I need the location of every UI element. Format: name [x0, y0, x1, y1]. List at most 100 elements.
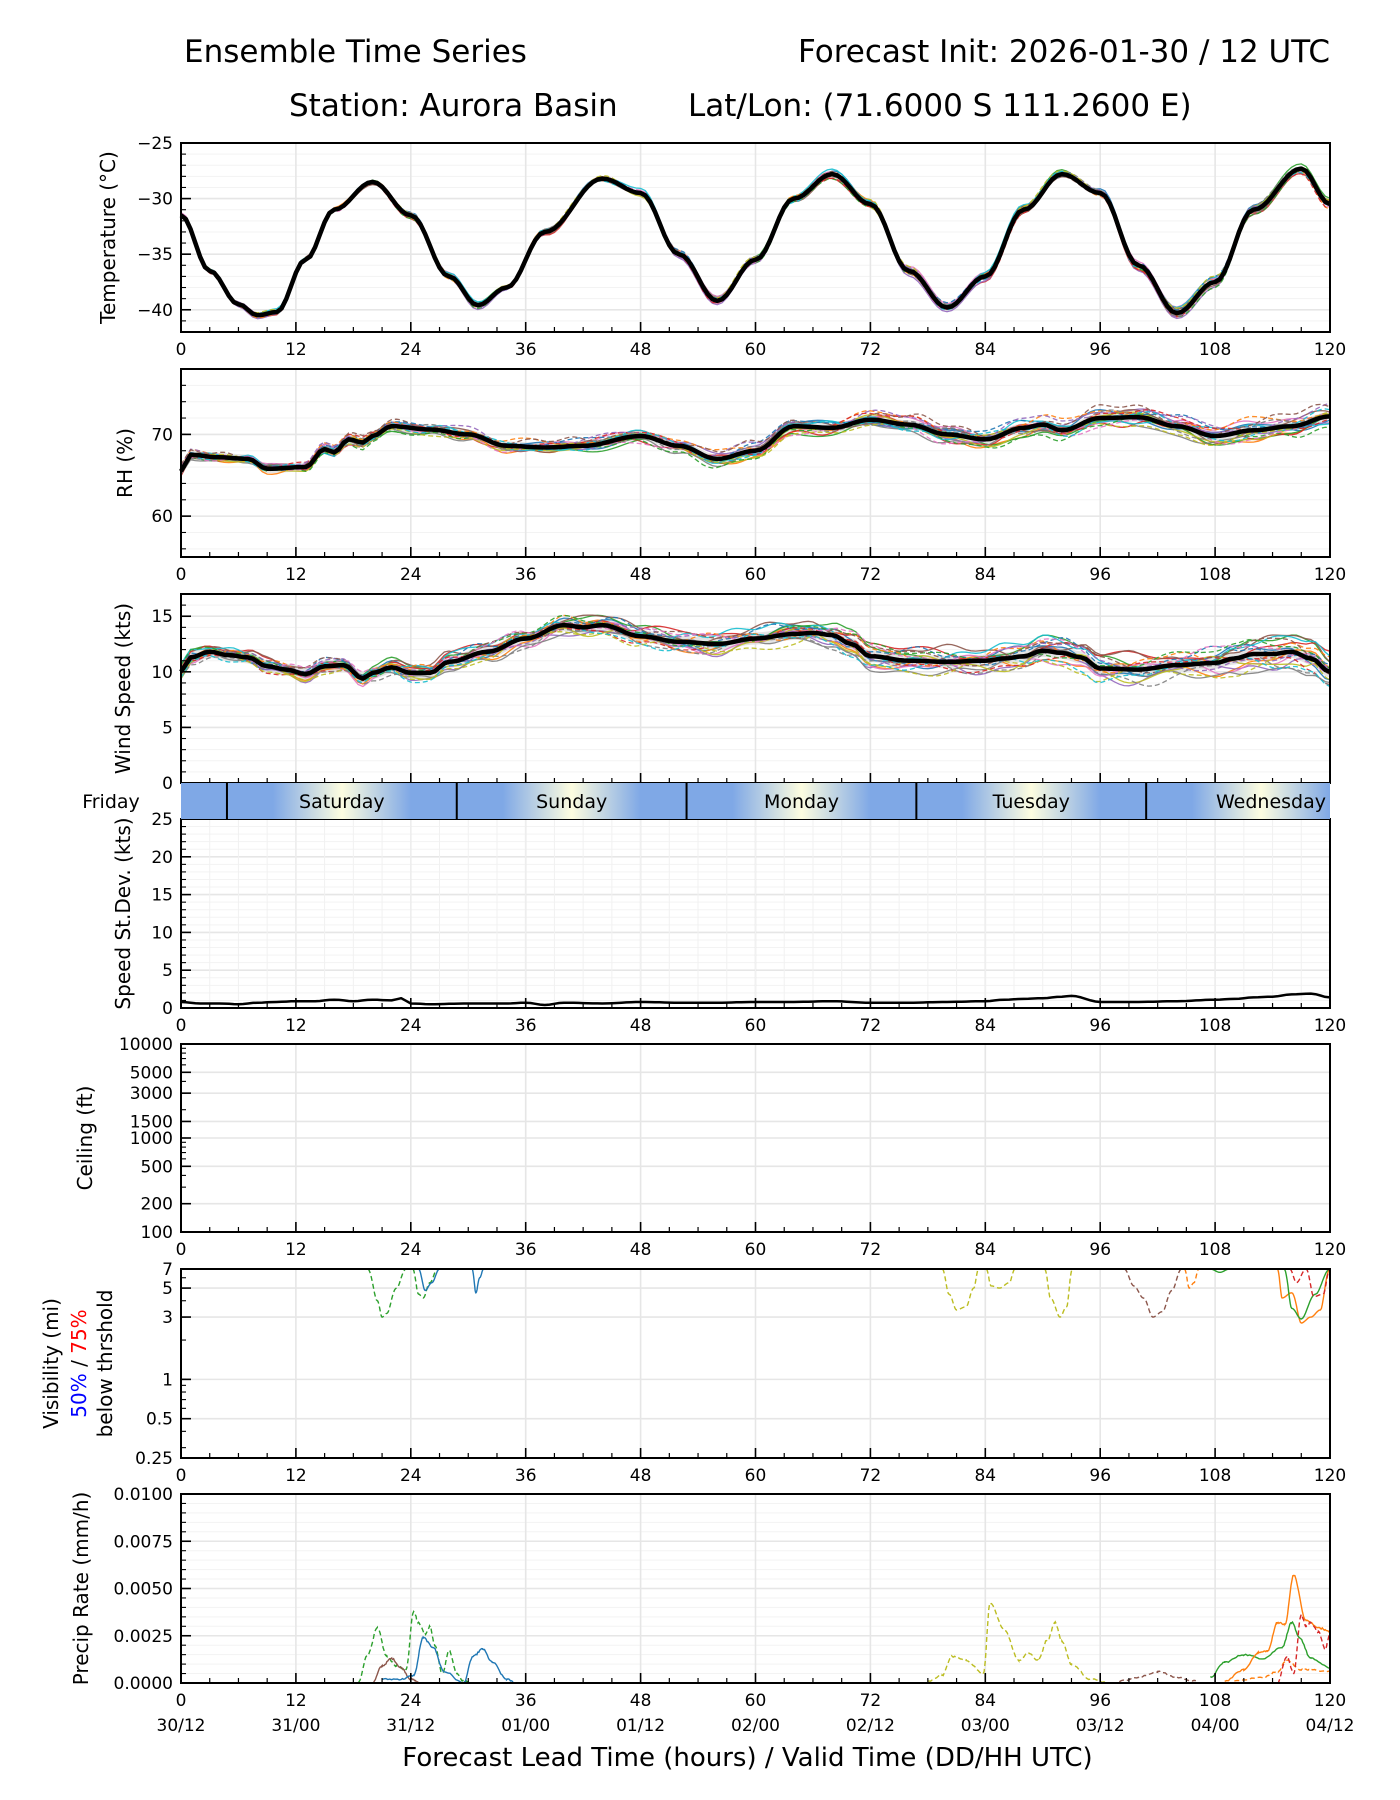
- ensemble-mean-line: [179, 166, 1331, 318]
- y-tick-label: 0.5: [146, 1410, 173, 1430]
- member-green-line: [1210, 1620, 1331, 1678]
- panel-speed_stdev: 0 5 10 15 20 25 0 12 24 36 48 60 72 84 96 108 120 Speed S…: [111, 810, 1346, 1036]
- member-brown-line: [372, 1656, 421, 1684]
- ensemble-member-line: [180, 409, 1331, 472]
- x-tick-label: 84: [974, 565, 996, 585]
- x-tick-label: 120: [1314, 565, 1346, 585]
- x-tick-label: 72: [860, 1240, 882, 1260]
- member-brown-dashed-line: [1123, 1268, 1182, 1318]
- member-olive-dashed-3-line: [1044, 1268, 1073, 1318]
- day-segment-sunday: [456, 783, 687, 819]
- x-tick-label: 84: [974, 1016, 996, 1036]
- x-axis-label: Forecast Lead Time (hours) / Valid Time …: [402, 1743, 1092, 1773]
- member-blue-line: [381, 1635, 517, 1684]
- x-tick-label: 120: [1314, 1466, 1346, 1486]
- ensemble-member-line: [180, 621, 1331, 677]
- ensemble-member-line: [180, 623, 1331, 688]
- ensemble-member-line: [180, 166, 1331, 314]
- x-tick-label: 12: [285, 565, 307, 585]
- y-tick-label: 0: [162, 774, 173, 794]
- day-segment-saturday: [226, 783, 457, 819]
- x-tick-label: 72: [860, 565, 882, 585]
- y-axis-label: Ceiling (ft): [73, 1086, 97, 1191]
- x-tick-valid-label: 01/12: [616, 1716, 665, 1736]
- y-axis-label: Wind Speed (kts): [111, 603, 135, 774]
- title-right: Forecast Init: 2026-01-30 / 12 UTC: [798, 34, 1330, 70]
- y-tick-label: −30: [137, 190, 173, 210]
- y-tick-label: 15: [151, 607, 173, 627]
- x-tick-label: 120: [1314, 340, 1346, 360]
- label-75pct: 75%: [67, 1309, 91, 1353]
- x-tick-valid-label: 31/00: [271, 1716, 320, 1736]
- x-tick-label: 0: [176, 565, 187, 585]
- panel-wind_speed: 0 5 10 15 Wind Speed (kts): [111, 593, 1331, 794]
- x-tick-label: 84: [974, 1691, 996, 1711]
- x-tick-label: 60: [745, 340, 767, 360]
- y-tick-label: 20: [151, 848, 173, 868]
- y-axis-label: RH (%): [113, 428, 137, 498]
- x-tick-label: 60: [745, 1466, 767, 1486]
- y-tick-label: 5000: [130, 1063, 173, 1083]
- x-tick-valid-label: 02/12: [846, 1716, 895, 1736]
- member-green-2-line: [1283, 1268, 1331, 1320]
- label-sep: /: [67, 1354, 91, 1373]
- x-tick-label: 108: [1199, 565, 1231, 585]
- y-tick-label: 0: [162, 999, 173, 1019]
- day-segment-monday: [686, 783, 917, 819]
- x-tick-label: 48: [630, 1016, 652, 1036]
- y-tick-label: −25: [137, 134, 173, 154]
- day-label-friday: Friday: [82, 791, 140, 813]
- x-tick-label: 60: [745, 1691, 767, 1711]
- day-label-monday: Monday: [764, 791, 839, 813]
- y-tick-label: 25: [151, 810, 173, 830]
- member-brown-2-line: [1118, 1670, 1197, 1683]
- member-orange-line: [1276, 1268, 1331, 1324]
- station-label: Station: Aurora Basin: [289, 88, 618, 124]
- x-tick-label: 0: [176, 1240, 187, 1260]
- x-tick-valid-label: 03/00: [961, 1716, 1010, 1736]
- x-tick-label: 48: [630, 1240, 652, 1260]
- x-tick-label: 72: [860, 1016, 882, 1036]
- x-tick-label: 12: [285, 340, 307, 360]
- y-tick-label: 0.0000: [114, 1674, 173, 1694]
- y-tick-label: 1: [162, 1370, 173, 1390]
- latlon-label: Lat/Lon: (71.6000 S 111.2600 E): [688, 88, 1192, 124]
- x-tick-label: 96: [1089, 565, 1111, 585]
- y-axis-label: Temperature (°C): [96, 151, 120, 325]
- y-tick-label: 10000: [119, 1035, 173, 1055]
- x-tick-label: 72: [860, 1466, 882, 1486]
- x-tick-label: 48: [630, 565, 652, 585]
- ensemble-member-line: [180, 408, 1331, 471]
- member-olive-dashed-2-line: [985, 1268, 1016, 1289]
- x-tick-label: 24: [400, 1240, 422, 1260]
- x-tick-label: 36: [515, 1691, 537, 1711]
- member-orange-line: [1224, 1574, 1331, 1682]
- ensemble-mean-line: [179, 414, 1331, 473]
- x-tick-label: 0: [176, 1466, 187, 1486]
- x-tick-label: 12: [285, 1691, 307, 1711]
- x-tick-label: 84: [974, 1466, 996, 1486]
- x-tick-label: 24: [400, 1466, 422, 1486]
- x-tick-label: 0: [176, 340, 187, 360]
- x-tick-label: 96: [1089, 1691, 1111, 1711]
- y-tick-label: 500: [141, 1157, 173, 1177]
- y-tick-label: 15: [151, 886, 173, 906]
- x-tick-label: 0: [176, 1016, 187, 1036]
- x-tick-label: 12: [285, 1240, 307, 1260]
- y-tick-label: 5: [162, 718, 173, 738]
- y-axis-label-line2: 50% / 75%: [67, 1309, 91, 1417]
- y-tick-label: 0.0025: [114, 1627, 173, 1647]
- y-axis-label: Precip Rate (mm/h): [69, 1492, 93, 1686]
- y-tick-label: 1500: [130, 1112, 173, 1132]
- y-tick-label: 0.0100: [114, 1485, 173, 1505]
- x-tick-label: 24: [400, 340, 422, 360]
- y-tick-label: 0.25: [135, 1449, 173, 1469]
- y-tick-label: 200: [141, 1195, 173, 1215]
- day-label-sunday: Sunday: [536, 791, 607, 813]
- y-tick-label: 7: [162, 1260, 173, 1280]
- x-tick-label: 24: [400, 1016, 422, 1036]
- x-tick-label: 24: [400, 565, 422, 585]
- x-tick-label: 60: [745, 565, 767, 585]
